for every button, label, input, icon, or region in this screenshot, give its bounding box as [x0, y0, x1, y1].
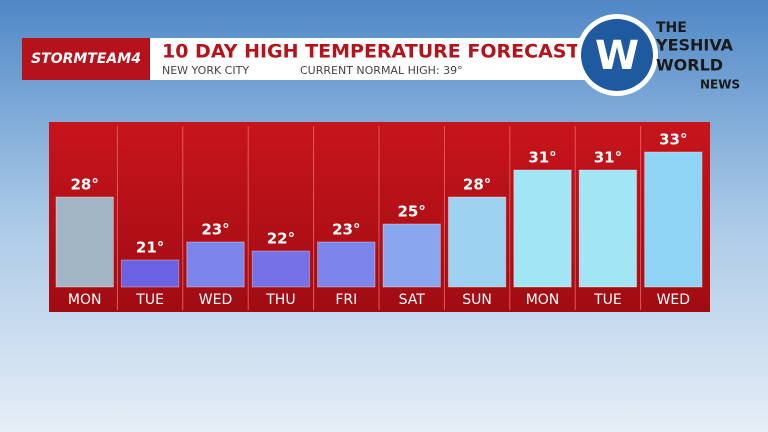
value-label: 23° — [201, 221, 229, 239]
value-label: 28° — [463, 176, 491, 194]
value-label: 22° — [267, 230, 295, 248]
value-label: 21° — [136, 239, 164, 257]
bar — [55, 196, 114, 288]
brand: STORMTEAM4 — [31, 51, 141, 67]
note: CURRENT NORMAL HIGH: 39° — [300, 64, 463, 77]
x-tick-label: WED — [657, 292, 690, 308]
x-tick-label: SUN — [462, 292, 492, 308]
x-tick-label: MON — [526, 292, 560, 308]
value-label: 33° — [659, 131, 687, 149]
logo-text: YESHIVA — [655, 36, 734, 55]
chart-title: 10 DAY HIGH TEMPERATURE FORECAST — [162, 41, 579, 63]
logo-mark: W — [595, 33, 639, 79]
value-label: 31° — [594, 149, 622, 167]
x-tick-label: FRI — [335, 292, 357, 308]
x-tick-label: WED — [199, 292, 232, 308]
x-tick-label: SAT — [399, 292, 426, 308]
subtitle: NEW YORK CITY — [162, 64, 249, 77]
logo-text: NEWS — [700, 78, 740, 92]
bar — [251, 250, 311, 288]
bar — [578, 169, 638, 288]
bar — [644, 151, 703, 288]
bar — [382, 223, 441, 288]
logo-circle — [581, 19, 653, 91]
value-label: 28° — [71, 176, 99, 194]
logo-text: THE — [656, 20, 687, 36]
bar — [447, 196, 507, 288]
logo-text: WORLD — [656, 56, 723, 75]
bar — [317, 241, 376, 288]
x-tick-label: TUE — [593, 292, 622, 308]
bar — [120, 259, 180, 288]
x-tick-label: THU — [265, 292, 295, 308]
value-label: 31° — [528, 149, 556, 167]
bar — [513, 169, 572, 288]
value-label: 25° — [398, 203, 426, 221]
title-bar — [150, 38, 590, 80]
bar — [186, 241, 245, 288]
x-tick-label: MON — [68, 292, 102, 308]
x-tick-label: TUE — [135, 292, 164, 308]
value-label: 23° — [332, 221, 360, 239]
brand-box — [22, 38, 150, 80]
